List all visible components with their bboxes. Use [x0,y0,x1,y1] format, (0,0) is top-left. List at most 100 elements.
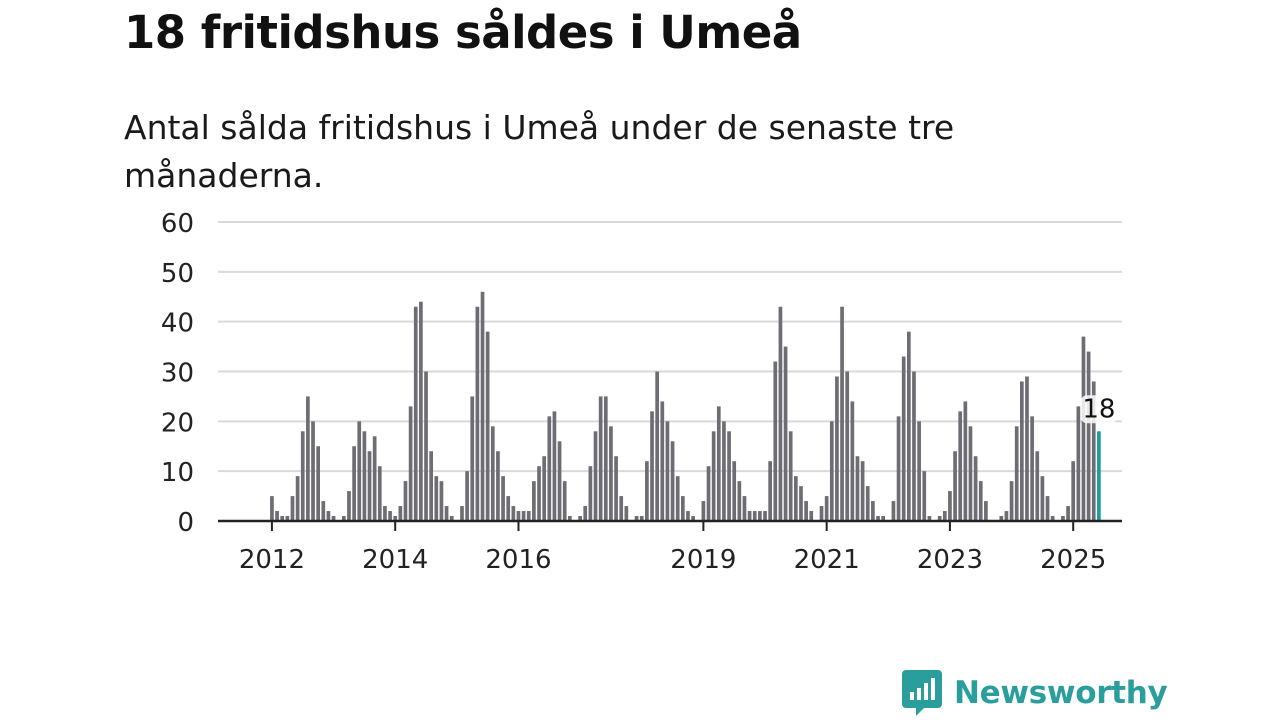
bar [953,451,957,521]
bar [439,481,444,521]
bar [578,516,582,521]
bar [829,421,834,521]
bar [804,501,808,521]
bar [1071,461,1076,521]
bar [655,371,660,521]
bar [1045,496,1050,521]
bar [516,511,521,521]
bar [341,516,346,521]
bar [285,516,290,521]
bar [1081,336,1086,521]
bar [927,516,932,521]
bar [871,501,875,521]
bar [783,346,788,521]
bar [460,506,464,521]
bar [896,416,901,521]
bar [624,506,629,521]
y-tick-label: 10 [161,458,194,488]
bar [835,376,839,521]
bar [347,491,351,521]
y-tick-label: 50 [161,259,194,289]
bar [352,446,356,521]
x-tick-label: 2014 [362,545,428,575]
bar [984,501,988,521]
latest-value-label: 18 [1082,394,1115,424]
bar [275,511,279,521]
bar-chart-speech-bubble-icon [902,670,942,716]
bar [978,481,983,521]
bar [758,511,762,521]
bar [788,431,793,521]
bar [316,446,321,521]
bar [747,511,752,521]
bar [609,426,613,521]
bar [290,496,295,521]
bar [686,511,690,521]
bar [532,481,536,521]
bar [1066,506,1070,521]
bar [377,466,382,521]
bar [485,331,490,521]
bar [367,451,372,521]
bar [768,461,773,521]
bar [778,306,783,521]
bar [999,516,1004,521]
bar [598,396,603,521]
bar [562,481,567,521]
bar [434,476,439,521]
bar [300,431,305,521]
bar [496,451,500,521]
bar [398,506,403,521]
bar [865,486,870,521]
chart-subtitle: Antal sålda fritidshus i Umeå under de s… [124,108,955,195]
bar [1040,476,1045,521]
bar [526,511,531,521]
bar [490,426,495,521]
brand-name: Newsworthy [954,675,1168,711]
newsworthy-logo: Newsworthy [902,670,1168,716]
bar [958,411,963,521]
bar [593,431,598,521]
bar [963,401,968,521]
bar [670,441,675,521]
bar [876,516,880,521]
bar-latest [1097,431,1101,521]
bar-chart: 0 10 20 30 40 50 60 2012 2014 2016 2019 2021 2023 202… [161,209,1122,575]
bar [321,501,326,521]
y-tick-label: 20 [161,408,194,438]
bar [424,371,428,521]
bar [680,496,685,521]
bar [901,356,906,521]
bar [922,471,927,521]
bar [701,501,706,521]
bar [506,496,511,521]
bar [1014,426,1019,521]
x-tick-label: 2021 [794,545,860,575]
bar [603,396,608,521]
bar [732,461,737,521]
bar [675,476,680,521]
bar [799,486,803,521]
bar [295,476,300,521]
bar [1061,516,1065,521]
bar [393,516,398,521]
bar [470,396,475,521]
x-tick-label: 2012 [239,545,305,575]
x-tick-label: 2025 [1040,545,1106,575]
bar [557,441,562,521]
bar [912,371,916,521]
bar [542,456,547,521]
bar [855,456,860,521]
bar [383,506,387,521]
bar [917,421,921,521]
x-tick-label: 2023 [917,545,983,575]
bar [850,401,855,521]
bar [480,291,485,521]
bar [588,466,593,521]
bar [444,506,449,521]
bar [403,481,408,521]
bar [763,511,767,521]
bar [691,516,695,521]
bar [614,456,618,521]
bar [501,476,505,521]
